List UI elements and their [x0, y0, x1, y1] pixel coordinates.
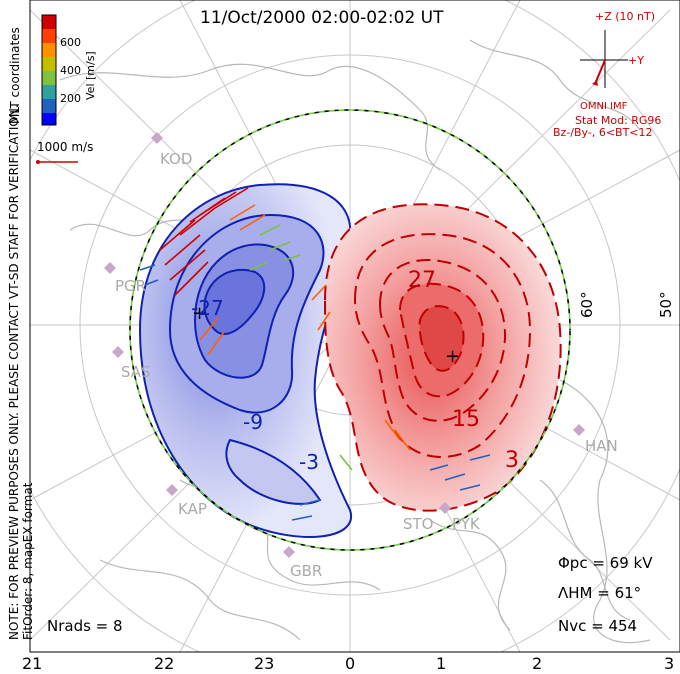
mlt-tick-3: 3	[664, 654, 675, 673]
mlt-tick-0: 0	[345, 654, 356, 673]
mlt-tick-1: 1	[436, 654, 447, 673]
station-markers	[104, 132, 585, 558]
contour-label-15: 15	[452, 407, 480, 432]
station-sas: SAS	[121, 363, 151, 381]
mlt-tick-21: 21	[22, 654, 43, 673]
contour-label-neg27: -27	[191, 296, 224, 320]
mlt-tick-23: 23	[254, 654, 275, 673]
cross-polar-cap-potential: Φpc = 69 kV	[558, 554, 653, 572]
cross-max: +	[445, 346, 460, 367]
imf-condition: Bz-/By-, 6<BT<12	[553, 126, 653, 139]
contour-label-neg9: -9	[243, 410, 263, 434]
imf-y-label: +Y	[628, 54, 644, 67]
station-kap: KAP	[178, 500, 207, 518]
imf-source: OMNI IMF	[580, 101, 628, 112]
mlt-tick-2: 2	[532, 654, 543, 673]
vector-count: Nvc = 454	[558, 617, 638, 635]
lat-label-50: 50°	[657, 291, 675, 318]
positive-potential-cell: +	[323, 203, 562, 512]
contour-label-27: 27	[408, 268, 436, 293]
colorbar-title: Vel [m/s]	[84, 51, 97, 100]
station-pgr: PGR	[115, 277, 147, 295]
fit-order-note: FitOrder: 8, mapEX format	[21, 482, 35, 640]
negative-potential-cell: +	[138, 183, 353, 538]
colorbar-tick-400: 400	[60, 64, 81, 77]
velocity-colorbar	[41, 14, 57, 126]
hm-boundary-latitude: ΛHM = 61°	[558, 584, 642, 602]
velocity-vectors	[139, 187, 491, 521]
colorbar-tick-600: 600	[60, 36, 81, 49]
imf-model: Stat Mod: RG96	[575, 114, 662, 127]
station-gbr: GBR	[290, 562, 323, 580]
plot-title: 11/Oct/2000 02:00-02:02 UT	[200, 8, 444, 28]
reference-vector-label: 1000 m/s	[37, 140, 94, 154]
contour-label-3: 3	[505, 448, 519, 473]
station-han: HAN	[585, 437, 618, 455]
imf-z-label: +Z (10 nT)	[595, 10, 656, 23]
colorbar-tick-200: 200	[60, 92, 81, 105]
preview-note: NOTE: FOR PREVIEW PURPOSES ONLY. PLEASE …	[7, 104, 21, 640]
radar-count: Nrads = 8	[47, 617, 123, 635]
contour-label-neg3: -3	[299, 450, 319, 474]
imf-clock-dial	[580, 30, 628, 88]
cross-min: +	[192, 303, 207, 324]
station-sto: STO	[403, 515, 434, 533]
mlt-tick-22: 22	[154, 654, 175, 673]
lat-label-60: 60°	[578, 291, 596, 318]
station-kod: KOD	[160, 150, 193, 168]
station-pyk: PYK	[452, 515, 480, 533]
